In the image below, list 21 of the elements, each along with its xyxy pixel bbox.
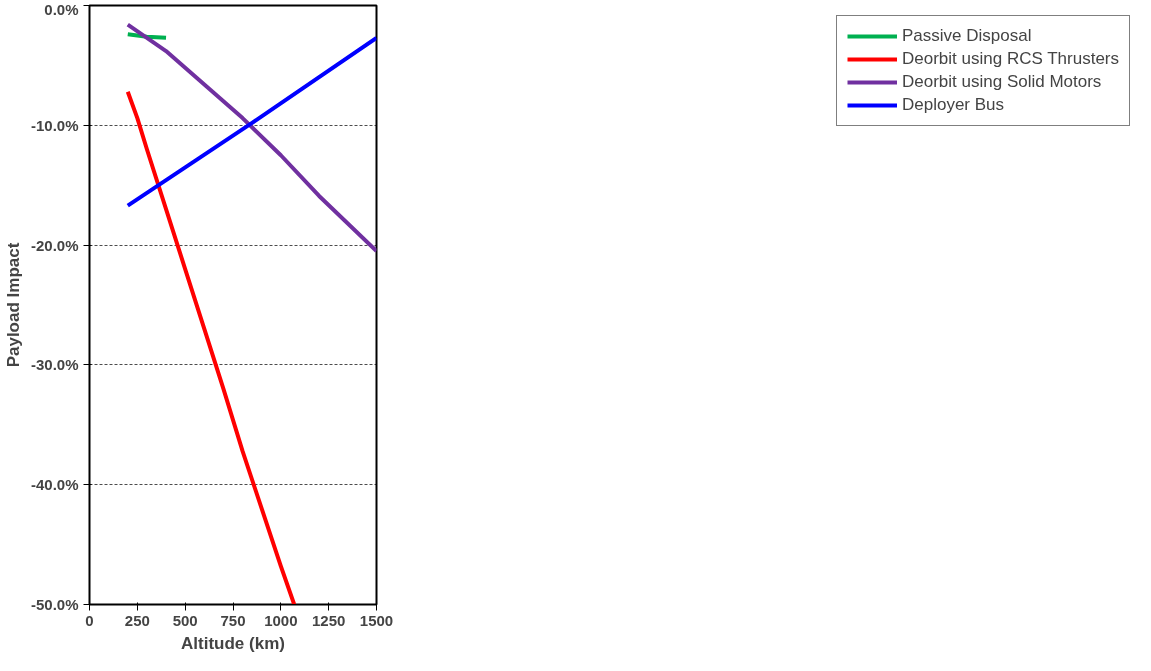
y-tick-label: -40.0% (30, 476, 79, 494)
x-axis-title: Altitude (km) (181, 633, 285, 653)
line-series (125, 89, 297, 605)
legend-label: Deorbit using Solid Motors (902, 72, 1102, 92)
x-tick-label: 250 (124, 611, 150, 629)
x-tick-label: 1500 (359, 611, 394, 629)
y-tick-label: 0.0% (44, 0, 79, 18)
line-series (125, 22, 377, 254)
legend-label: Passive Disposal (902, 26, 1032, 46)
x-tick-label: 0 (85, 611, 94, 629)
x-tick-label: 1250 (311, 611, 346, 629)
x-tick-label: 1000 (264, 611, 298, 629)
x-tick-label: 500 (172, 611, 198, 629)
y-tick-label: -30.0% (30, 356, 79, 374)
y-tick-label: -20.0% (30, 236, 79, 254)
y-tick-label: -50.0% (30, 596, 79, 613)
legend-label: Deorbit using RCS Thrusters (902, 49, 1119, 69)
y-tick-label: -10.0% (30, 116, 79, 134)
x-tick-label: 750 (220, 611, 246, 629)
legend-label: Deployer Bus (902, 95, 1005, 115)
y-axis-title: Payload Impact (3, 242, 23, 368)
